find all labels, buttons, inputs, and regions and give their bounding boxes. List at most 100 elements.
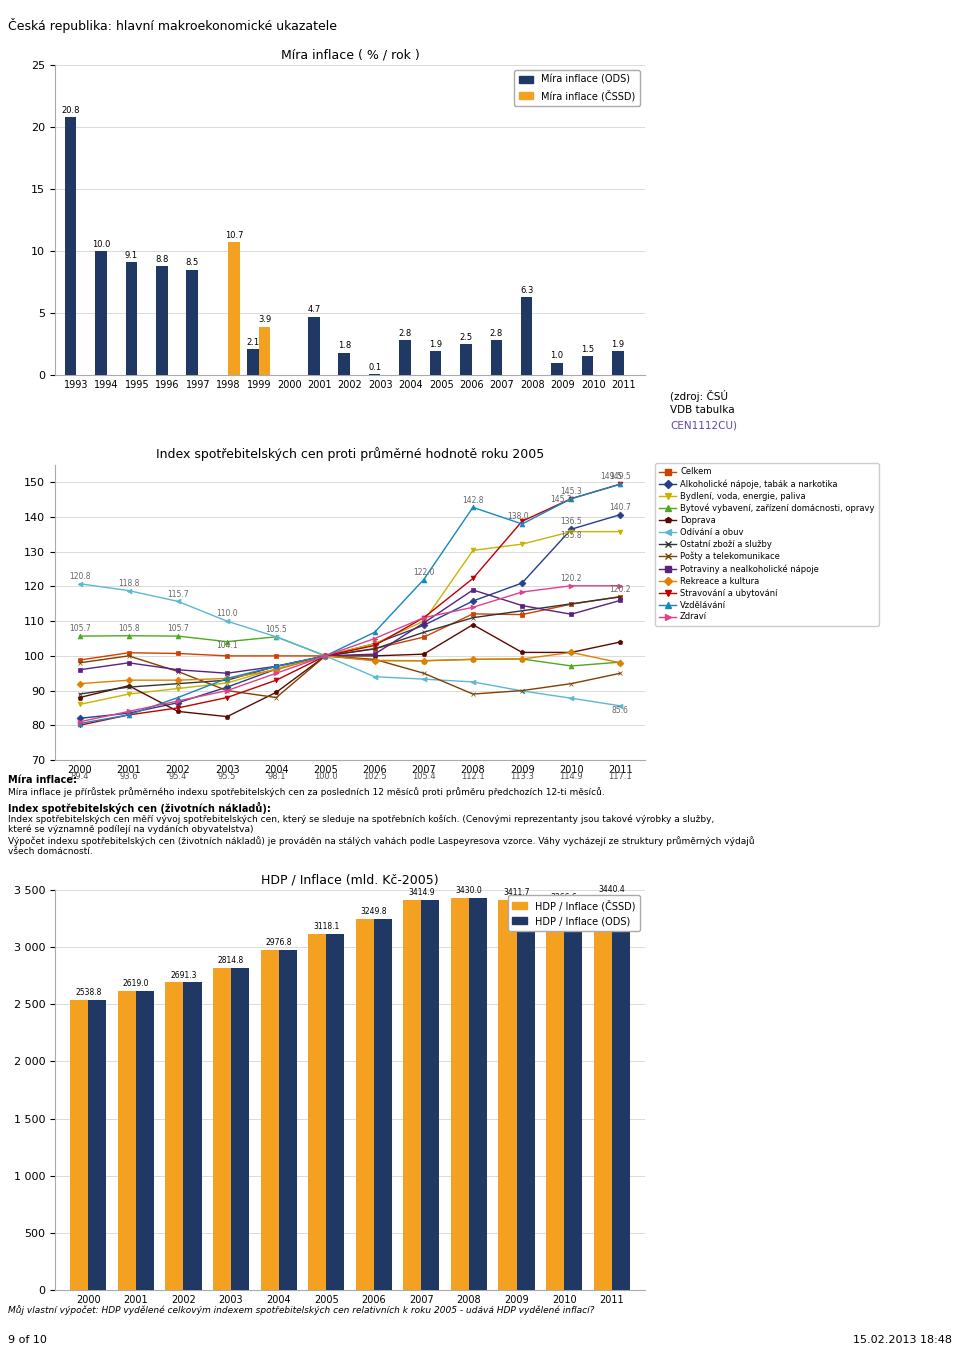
Bar [564,905,582,1291]
Text: 145.3: 145.3 [561,487,582,495]
Line: Vzdělávání: Vzdělávání [77,482,623,726]
Text: 149.5: 149.5 [600,472,621,482]
Bydlení, voda, energie, paliva [320,647,331,664]
Line: Bydlení, voda, energie, paliva: Bydlení, voda, energie, paliva [77,529,623,707]
Ostatní zboží a služby [74,685,85,702]
Pošty a telekomunikace [271,689,282,706]
Ostatní zboží a služby [222,672,233,688]
Odívání a obuv [123,582,134,598]
Bytové vybavení, zařízení domácnosti, opravy [516,651,528,668]
Text: 3440.4: 3440.4 [598,885,625,894]
Text: 105.7: 105.7 [167,624,189,634]
Title: Index spotřebitelských cen proti průměrné hodnotě roku 2005: Index spotřebitelských cen proti průměrn… [156,446,544,461]
Bydlení, voda, energie, paliva [271,661,282,677]
Doprava [74,689,85,706]
Bar [95,251,107,375]
Potraviny a nealkoholické nápoje [74,662,85,678]
Text: 10.0: 10.0 [92,240,110,248]
Zdraví [222,683,233,699]
Zdraví [271,665,282,681]
Text: 93.6: 93.6 [119,772,138,782]
Bytové vybavení, zařízení domácnosti, opravy [172,628,183,645]
Alkoholické nápoje, tabák a narkotika [123,706,134,722]
Bar [468,898,487,1291]
Bar [70,1000,88,1291]
Stravování a ubytování [222,689,233,706]
Bydlení, voda, energie, paliva [565,524,577,540]
Text: 4.7: 4.7 [307,305,321,315]
Celkem [222,647,233,664]
Text: které se významně podílejí na vydáních obyvatelstva): které se významně podílejí na vydáních o… [8,825,253,835]
Bar [118,991,136,1291]
Rekreace a kultura [468,651,479,668]
Vzdělávání [320,647,331,664]
Text: 1.9: 1.9 [612,341,625,349]
Text: 138.0: 138.0 [508,512,529,521]
Zdraví [123,703,134,719]
Ostatní zboží a služby [614,589,626,605]
Bytové vybavení, zařízení domácnosti, opravy [369,653,380,669]
Bytové vybavení, zařízení domácnosti, opravy [74,628,85,645]
Stravování a ubytování [369,638,380,654]
Text: 2.1: 2.1 [247,338,259,347]
Alkoholické nápoje, tabák a narkotika [271,661,282,677]
Bar [373,919,392,1291]
Celkem [614,589,626,605]
Pošty a telekomunikace [123,647,134,664]
Text: 1.9: 1.9 [429,341,442,349]
Line: Alkoholické nápoje, tabák a narkotika: Alkoholické nápoje, tabák a narkotika [77,512,623,721]
Rekreace a kultura [74,676,85,692]
Potraviny a nealkoholické nápoje [614,592,626,608]
Stravování a ubytování [614,476,626,493]
Vzdělávání [271,658,282,674]
Text: 15.02.2013 18:48: 15.02.2013 18:48 [853,1335,952,1345]
Text: 2619.0: 2619.0 [123,978,149,988]
Ostatní zboží a služby [516,603,528,619]
Ostatní zboží a služby [565,596,577,612]
Vzdělávání [123,707,134,723]
Celkem [74,651,85,668]
Stravování a ubytování [516,513,528,529]
Odívání a obuv [516,683,528,699]
Zdraví [369,631,380,647]
Doprava [418,646,429,662]
Line: Pošty a telekomunikace: Pošty a telekomunikace [77,654,623,700]
Pošty a telekomunikace [222,683,233,699]
Vzdělávání [468,499,479,516]
Text: 95.5: 95.5 [218,772,236,782]
Bar [516,900,535,1291]
Text: 0.1: 0.1 [368,362,381,372]
Bar [582,357,593,375]
Stravování a ubytování [123,707,134,723]
Bar [403,900,421,1291]
Bar [451,898,468,1291]
Vzdělávání [614,476,626,493]
Line: Stravování a ubytování: Stravování a ubytování [77,482,623,727]
Text: 1.0: 1.0 [550,351,564,361]
Text: 3366.6: 3366.6 [551,893,578,902]
Stravování a ubytování [172,700,183,716]
Rekreace a kultura [271,662,282,678]
Vzdělávání [418,571,429,588]
Doprava [123,677,134,693]
Ostatní zboží a služby [320,647,331,664]
Zdraví [565,578,577,594]
Text: 2814.8: 2814.8 [218,957,244,965]
Bar [421,900,440,1291]
Text: 2.5: 2.5 [459,332,472,342]
Text: 3.9: 3.9 [258,315,271,324]
Text: všech domácností.: všech domácností. [8,847,93,856]
Bydlení, voda, energie, paliva [222,674,233,691]
Text: 2976.8: 2976.8 [265,938,292,947]
Potraviny a nealkoholické nápoje [418,615,429,631]
Bar [248,349,259,375]
Stravování a ubytování [565,490,577,506]
Bytové vybavení, zařízení domácnosti, opravy [418,653,429,669]
Text: 6.3: 6.3 [520,285,534,294]
Bar [612,351,624,375]
Zdraví [516,584,528,600]
Alkoholické nápoje, tabák a narkotika [614,506,626,522]
Pošty a telekomunikace [172,664,183,680]
Bar [612,897,630,1291]
Bar [326,934,345,1291]
